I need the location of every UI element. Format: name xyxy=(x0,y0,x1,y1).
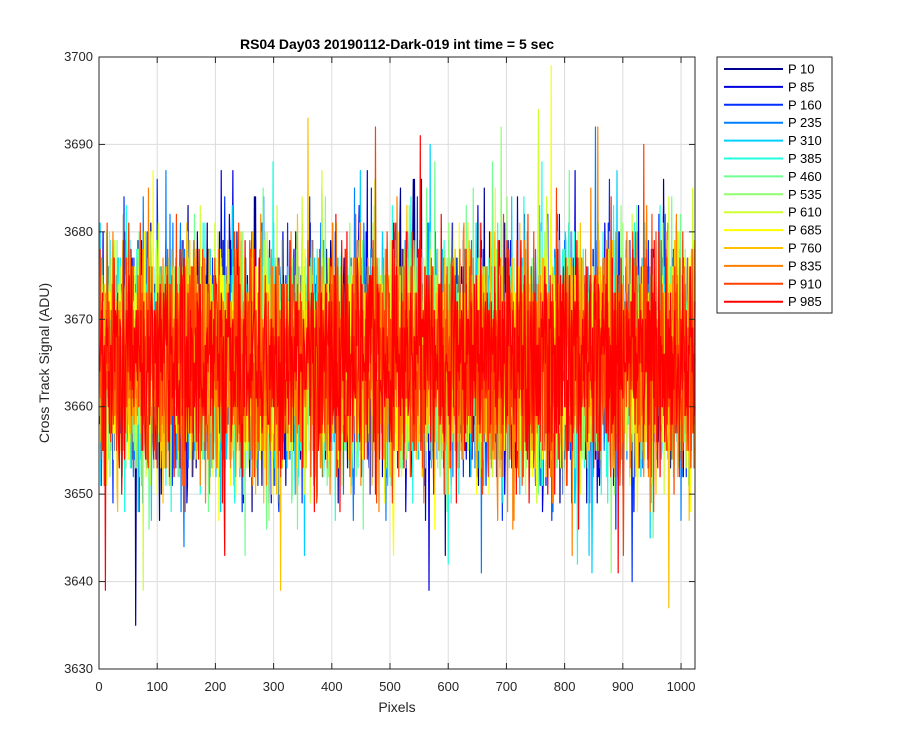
y-tick-label: 3670 xyxy=(64,311,93,326)
x-tick-label: 100 xyxy=(146,679,168,694)
x-tick-label: 200 xyxy=(205,679,227,694)
y-tick-label: 3660 xyxy=(64,399,93,414)
y-tick-label: 3650 xyxy=(64,486,93,501)
plot-frame xyxy=(98,56,696,670)
ticks xyxy=(98,56,695,670)
legend-entry: P 910 xyxy=(788,276,822,291)
legend-entry: P 85 xyxy=(788,79,815,94)
x-tick-label: 300 xyxy=(263,679,285,694)
y-tick-label: 3690 xyxy=(64,136,93,151)
x-tick-label: 600 xyxy=(437,679,459,694)
legend-entry: P 385 xyxy=(788,151,822,166)
x-tick-label: 700 xyxy=(496,679,518,694)
legend-entry: P 160 xyxy=(788,97,822,112)
legend-entry: P 310 xyxy=(788,133,822,148)
x-tick-label: 1000 xyxy=(667,679,696,694)
y-tick-label: 3640 xyxy=(64,574,93,589)
series-layer xyxy=(98,65,696,626)
x-tick-label: 800 xyxy=(554,679,576,694)
series-line-p985 xyxy=(98,135,696,591)
y-tick-label: 3680 xyxy=(64,224,93,239)
legend-box xyxy=(716,56,833,314)
chart-title: RS04 Day03 20190112-Dark-019 int time = … xyxy=(240,36,554,52)
legend-items: P 10 P 85 P 160 P 235 P 310 P 385 P 460 P 535 P … xyxy=(724,62,822,309)
y-axis-label: Cross Track Signal (ADU) xyxy=(36,283,52,443)
y-tick-label: 3700 xyxy=(64,49,93,64)
x-tick-label: 900 xyxy=(612,679,634,694)
tick-labels: 0 100 200 300 400 500 600 700 800 900 1000 3630 3640… xyxy=(64,49,695,694)
legend-entry: P 610 xyxy=(788,205,822,220)
x-tick-label: 0 xyxy=(95,679,102,694)
x-tick-label: 500 xyxy=(379,679,401,694)
legend-entry: P 985 xyxy=(788,294,822,309)
y-tick-label: 3630 xyxy=(64,661,93,676)
legend: P 10 P 85 P 160 P 235 P 310 P 385 P 460 P 535 P … xyxy=(716,56,833,314)
legend-entry: P 235 xyxy=(788,115,822,130)
legend-entry: P 760 xyxy=(788,241,822,256)
legend-entry: P 460 xyxy=(788,169,822,184)
legend-entry: P 535 xyxy=(788,187,822,202)
legend-entry: P 685 xyxy=(788,223,822,238)
x-tick-label: 400 xyxy=(321,679,343,694)
x-axis-label: Pixels xyxy=(378,699,415,715)
legend-entry: P 835 xyxy=(788,258,822,273)
legend-entry: P 10 xyxy=(788,62,815,77)
